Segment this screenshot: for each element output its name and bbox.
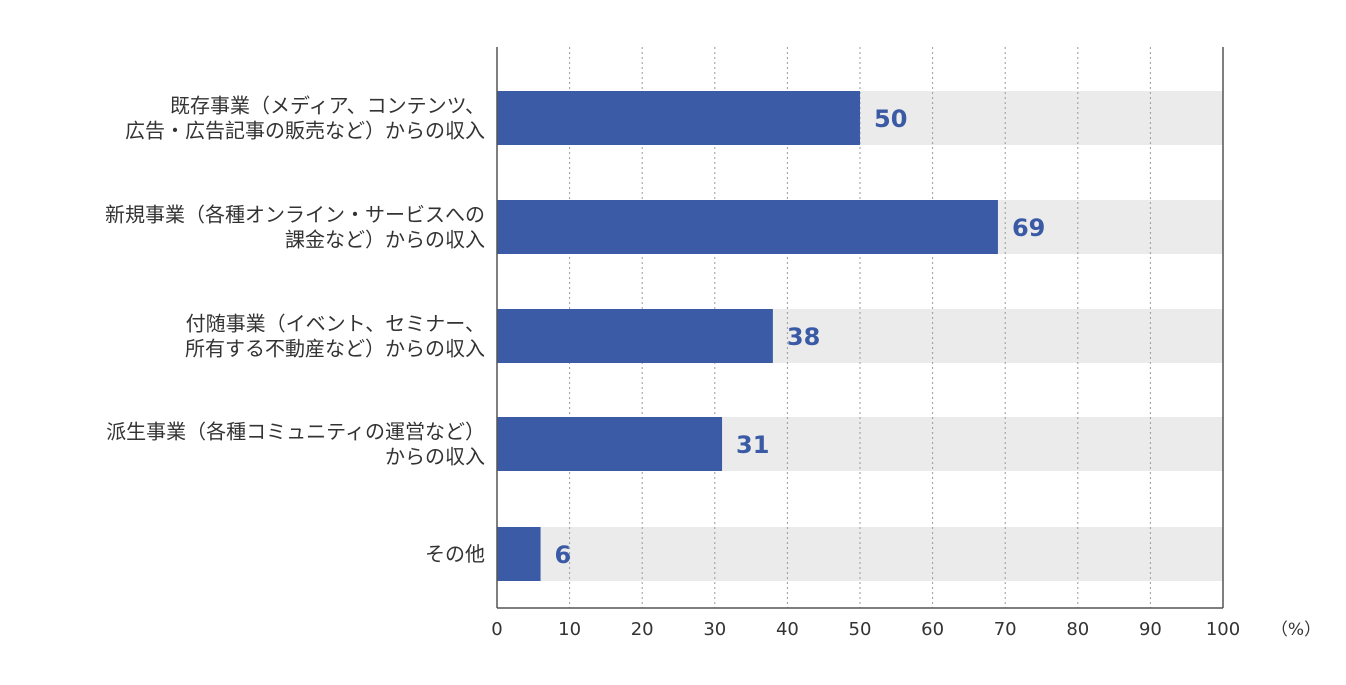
category-label: からの収入 xyxy=(385,445,485,469)
x-tick-label: 80 xyxy=(1066,619,1089,640)
x-tick-label: 100 xyxy=(1206,619,1240,640)
bar xyxy=(497,200,998,254)
bar xyxy=(497,527,541,581)
category-label: 課金など）からの収入 xyxy=(285,228,485,252)
x-tick-label: 90 xyxy=(1139,619,1162,640)
x-tick-label: 40 xyxy=(776,619,799,640)
x-tick-label: 10 xyxy=(558,619,581,640)
category-label: 既存事業（メディア、コンテンツ、 xyxy=(170,94,485,118)
value-label: 69 xyxy=(1012,214,1045,242)
value-label: 50 xyxy=(874,105,907,133)
label-layer: 0 10 20 30 40 50 60 70 80 90 100 50 69 38 31 6 （%） 既存事業（メ… xyxy=(105,94,1321,641)
category-label: その他 xyxy=(425,542,485,566)
category-label: 所有する不動産など）からの収入 xyxy=(185,337,485,361)
axis-layer xyxy=(496,47,1224,609)
category-label: 新規事業（各種オンライン・サービスへの xyxy=(105,203,485,227)
value-label: 31 xyxy=(736,431,769,459)
x-tick-label: 20 xyxy=(631,619,654,640)
category-label: 派生事業（各種コミュニティの運営など） xyxy=(106,420,485,444)
x-tick-label: 30 xyxy=(703,619,726,640)
category-label: 広告・広告記事の販売など）からの収入 xyxy=(125,119,485,143)
x-tick-label: 70 xyxy=(994,619,1017,640)
x-unit-label: （%） xyxy=(1271,620,1321,640)
value-label: 38 xyxy=(787,323,820,351)
x-tick-label: 60 xyxy=(921,619,944,640)
bar-layer xyxy=(497,91,998,581)
bar xyxy=(497,309,773,363)
x-tick-label: 0 xyxy=(491,619,502,640)
x-tick-label: 50 xyxy=(849,619,872,640)
bar xyxy=(497,417,723,471)
category-label: 付随事業（イベント、セミナー、 xyxy=(186,312,485,336)
bar xyxy=(497,91,860,145)
value-label: 6 xyxy=(555,541,572,569)
